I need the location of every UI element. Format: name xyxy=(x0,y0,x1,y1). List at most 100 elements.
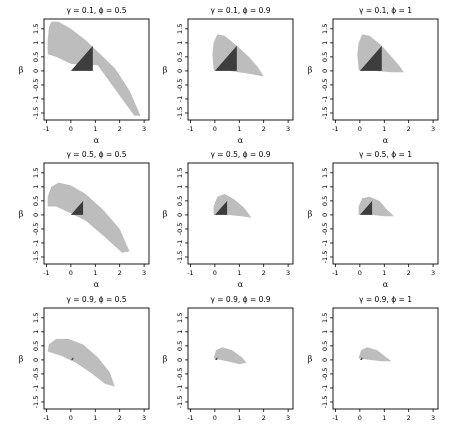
y-axis-label: β xyxy=(19,66,24,75)
x-axis-label: α xyxy=(383,136,389,145)
panel-title: γ = 0.1, ϕ = 1 xyxy=(359,6,412,15)
y-tick-label: -0.5 xyxy=(321,79,329,92)
y-tick-label: -1.5 xyxy=(32,107,40,120)
x-tick-label: 0 xyxy=(69,125,73,133)
x-tick-label: -1 xyxy=(332,125,338,133)
x-axis-label: α xyxy=(238,136,244,145)
panel-2: γ = 0.1, ϕ = 0.9-1 0 1 2 3-1.5-1-0.500.511.5… xyxy=(163,6,294,145)
x-tick-label: 0 xyxy=(358,269,362,277)
panel-7: γ = 0.9, ϕ = 0.5-1 0 1 2 3-1.5-1-0.500.511.5… xyxy=(19,295,150,422)
x-tick-label: -1 xyxy=(43,125,49,133)
panel-title: γ = 0.9, ϕ = 1 xyxy=(359,295,412,304)
admissible-region xyxy=(358,347,392,362)
panel-title: γ = 0.9, ϕ = 0.9 xyxy=(210,295,270,304)
y-tick-label: -1.5 xyxy=(321,107,329,120)
y-tick-label: 1.5 xyxy=(32,313,40,323)
panel-title: γ = 0.9, ϕ = 0.5 xyxy=(66,295,126,304)
y-tick-label: 0 xyxy=(176,213,184,217)
y-tick-label: 0.5 xyxy=(32,341,40,351)
y-tick-label: 1.5 xyxy=(176,313,184,323)
y-tick-label: -1 xyxy=(32,385,40,391)
y-tick-label: 1 xyxy=(321,185,329,189)
triangle-region xyxy=(359,200,373,215)
x-tick-label: 3 xyxy=(431,414,435,422)
x-tick-label: 3 xyxy=(431,269,435,277)
plot-frame xyxy=(43,18,150,121)
x-tick-label: 3 xyxy=(286,125,290,133)
triangle-region xyxy=(214,357,218,360)
y-tick-label: -0.5 xyxy=(32,223,40,236)
x-tick-label: 0 xyxy=(358,125,362,133)
y-tick-label: 0.5 xyxy=(321,341,329,351)
y-axis-label: β xyxy=(163,66,168,75)
y-tick-label: -0.5 xyxy=(176,368,184,381)
x-tick-label: -1 xyxy=(332,414,338,422)
triangle-region xyxy=(70,45,93,71)
y-tick-label: 1 xyxy=(32,185,40,189)
plot-frame xyxy=(332,18,439,121)
x-tick-label: -1 xyxy=(187,125,193,133)
y-tick-label: 1.5 xyxy=(321,24,329,34)
y-tick-label: -1.5 xyxy=(321,251,329,264)
y-tick-label: 1.5 xyxy=(32,168,40,178)
y-tick-label: 0.5 xyxy=(176,52,184,62)
triangle-region xyxy=(359,45,382,71)
y-tick-label: -1.5 xyxy=(176,107,184,120)
y-tick-label: 1 xyxy=(176,330,184,334)
y-tick-label: 0 xyxy=(176,69,184,73)
y-tick-label: 0 xyxy=(176,358,184,362)
y-axis-label: β xyxy=(19,355,24,364)
x-axis-label: α xyxy=(238,280,244,289)
x-tick-label: 0 xyxy=(213,125,217,133)
y-tick-label: -1.5 xyxy=(32,396,40,409)
x-tick-label: 2 xyxy=(262,125,266,133)
x-tick-label: 2 xyxy=(118,414,122,422)
x-tick-label: 2 xyxy=(262,269,266,277)
y-tick-label: -1.5 xyxy=(321,396,329,409)
triangle-region xyxy=(214,45,237,71)
y-axis-label: β xyxy=(163,355,168,364)
x-tick-label: 1 xyxy=(382,414,386,422)
y-tick-label: -0.5 xyxy=(32,368,40,381)
plot-frame xyxy=(332,307,439,410)
x-tick-label: 0 xyxy=(213,269,217,277)
x-tick-label: 2 xyxy=(262,414,266,422)
y-tick-label: 0 xyxy=(32,69,40,73)
x-tick-label: 3 xyxy=(142,414,146,422)
y-tick-label: 0 xyxy=(32,213,40,217)
y-tick-label: -0.5 xyxy=(321,368,329,381)
panel-8: γ = 0.9, ϕ = 0.9-1 0 1 2 3-1.5-1-0.500.511.5… xyxy=(163,295,294,422)
x-tick-label: -1 xyxy=(43,414,49,422)
x-tick-label: 3 xyxy=(286,269,290,277)
y-axis-label: β xyxy=(308,66,313,75)
x-tick-label: 1 xyxy=(93,269,97,277)
y-tick-label: 0.5 xyxy=(321,52,329,62)
x-axis-label: α xyxy=(94,280,100,289)
panel-title: γ = 0.1, ϕ = 0.9 xyxy=(210,6,270,15)
y-axis-label: β xyxy=(19,210,24,219)
triangle-region xyxy=(359,357,363,360)
panel-4: γ = 0.5, ϕ = 0.5-1 0 1 2 3-1.5-1-0.500.511.5… xyxy=(19,150,150,289)
admissible-region xyxy=(47,182,130,253)
y-tick-label: -1 xyxy=(321,96,329,102)
y-axis-label: β xyxy=(163,210,168,219)
plot-frame xyxy=(43,307,150,410)
x-axis-label: α xyxy=(94,136,100,145)
plot-frame xyxy=(332,162,439,265)
x-tick-label: 3 xyxy=(286,414,290,422)
plot-frame xyxy=(43,162,150,265)
y-tick-label: 1.5 xyxy=(321,313,329,323)
y-tick-label: -1 xyxy=(32,96,40,102)
y-tick-label: -0.5 xyxy=(176,223,184,236)
panel-1: γ = 0.1, ϕ = 0.5-1 0 1 2 3-1.5-1-0.500.511.5… xyxy=(19,6,150,145)
y-tick-label: -1 xyxy=(321,240,329,246)
x-tick-label: 1 xyxy=(237,414,241,422)
x-tick-label: -1 xyxy=(187,414,193,422)
x-tick-label: -1 xyxy=(332,269,338,277)
x-tick-label: 0 xyxy=(358,414,362,422)
admissible-region xyxy=(213,347,247,365)
y-tick-label: -1.5 xyxy=(32,251,40,264)
y-tick-label: 1.5 xyxy=(176,24,184,34)
